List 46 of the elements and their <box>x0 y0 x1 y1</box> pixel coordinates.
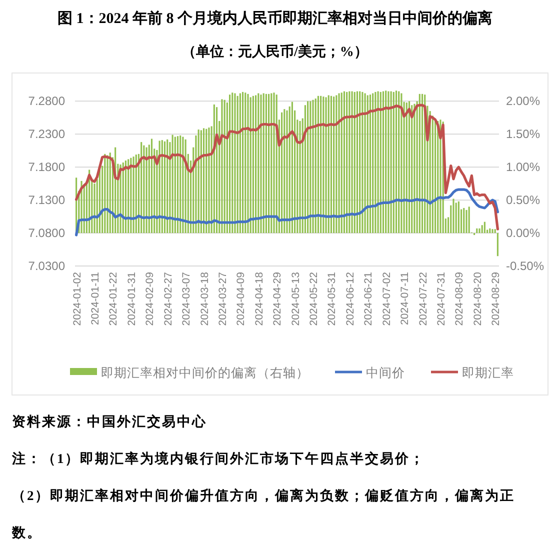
y2-tick-label: 0.00% <box>506 226 540 240</box>
y2-tick-label: 1.50% <box>506 127 540 142</box>
y2-tick-label: 1.00% <box>506 160 540 174</box>
y2-tick-label: -0.50% <box>506 259 544 273</box>
y2-tick-label: 2.00% <box>506 94 540 108</box>
x-tick-label: 2024-04-18 <box>253 272 266 326</box>
x-tick-label: 2024-08-09 <box>454 272 466 326</box>
y-tick-label: 7.0300 <box>28 259 66 273</box>
x-tick-label: 2024-03-07 <box>180 272 193 326</box>
x-tick-label: 2024-07-02 <box>380 272 393 326</box>
x-tick-label: 2024-04-29 <box>272 272 284 326</box>
legend-label: 中间价 <box>366 366 405 380</box>
x-tick-label: 2024-08-20 <box>472 272 484 326</box>
x-tick-label: 2024-04-09 <box>235 272 248 326</box>
x-tick-label: 2024-01-22 <box>108 272 120 326</box>
line-series <box>75 104 499 230</box>
x-tick-label: 2024-07-31 <box>435 272 448 326</box>
x-tick-label: 2024-02-09 <box>144 272 156 326</box>
x-tick-label: 2024-07-11 <box>399 272 412 325</box>
text: 资料来源：中国外汇交易中心 <box>11 413 208 431</box>
chart-title: 图 1：2024 年前 8 个月境内人民币即期汇率相对当日中间价的偏离 <box>56 9 494 28</box>
x-tick-label: 2024-06-12 <box>344 272 356 326</box>
y-tick-label: 7.2800 <box>28 94 66 108</box>
x-tick-label: 2024-05-13 <box>290 272 302 326</box>
x-tick-label: 2024-07-22 <box>417 272 430 326</box>
line-series <box>75 188 499 236</box>
chart-subtitle: （单位：元人民币/美元；%） <box>181 42 369 62</box>
legend-label: 即期汇率 <box>462 365 514 380</box>
x-tick-label: 2024-01-11 <box>90 272 102 325</box>
x-tick-label: 2024-08-29 <box>490 272 502 326</box>
text: （2）即期汇率相对中间价偏升值方向，偏离为负数；偏贬值方向，偏离为正数。 <box>12 488 515 540</box>
y-tick-label: 7.2300 <box>28 127 66 142</box>
x-tick-label: 2024-03-18 <box>198 272 211 326</box>
x-tick-label: 2024-03-27 <box>216 272 229 326</box>
x-tick-label: 2024-06-21 <box>362 272 375 326</box>
x-tick-label: 2024-02-27 <box>162 272 174 326</box>
x-tick-label: 2024-05-22 <box>308 272 320 326</box>
text: 注：（1）即期汇率为境内银行间外汇市场下午四点半交易价； <box>11 450 426 468</box>
x-tick-label: 2024-05-31 <box>326 272 338 326</box>
y-tick-label: 7.0800 <box>28 226 66 240</box>
y2-tick-label: 0.50% <box>506 193 540 208</box>
legend-label: 即期汇率相对中间价的偏离（右轴） <box>101 365 309 380</box>
x-tick-label: 2024-01-31 <box>126 272 138 326</box>
y-tick-label: 7.1300 <box>28 193 66 208</box>
y-tick-label: 7.1800 <box>28 160 66 174</box>
x-tick-label: 2024-01-02 <box>71 272 84 326</box>
